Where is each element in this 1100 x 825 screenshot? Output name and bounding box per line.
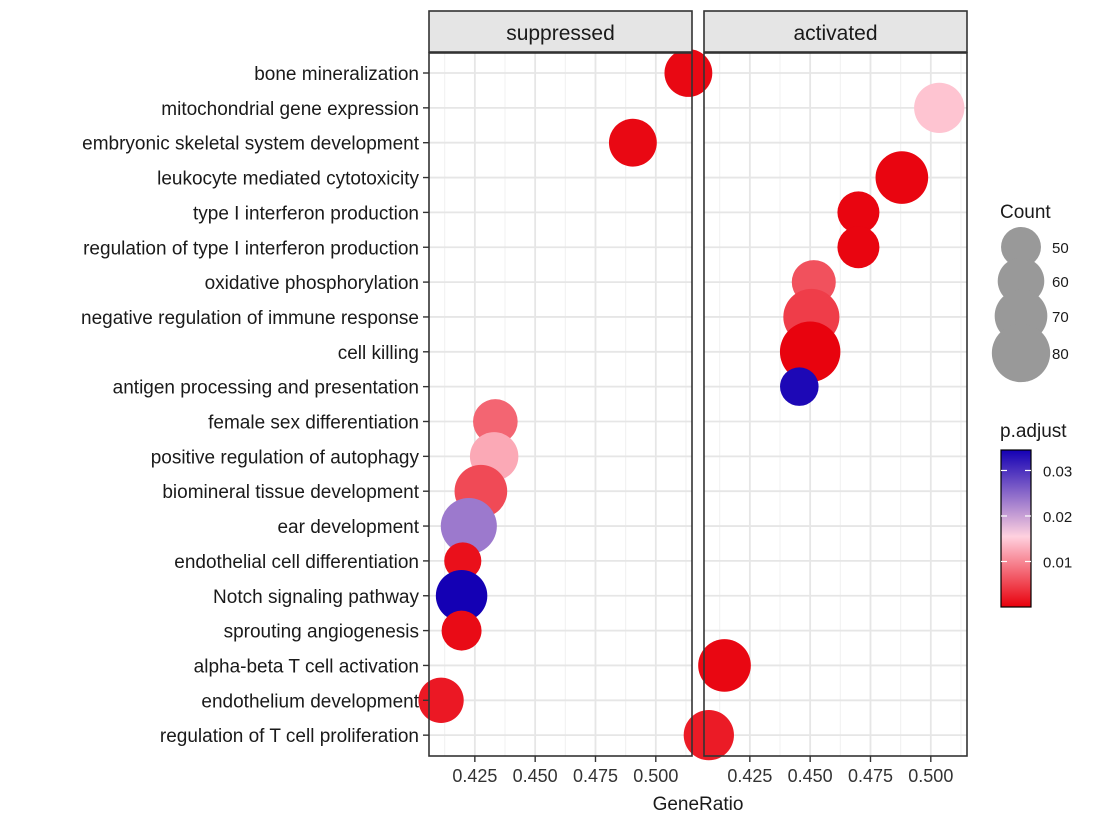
panel-suppressed (429, 53, 692, 756)
data-point (435, 570, 488, 622)
size-legend-label: 60 (1052, 274, 1069, 291)
data-point (683, 710, 734, 761)
size-legend-label: 80 (1052, 346, 1069, 363)
data-point (608, 118, 657, 167)
data-point (473, 399, 518, 444)
x-tick-label: 0.500 (633, 766, 678, 786)
data-point (914, 82, 965, 133)
y-tick-label: mitochondrial gene expression (161, 99, 419, 120)
x-tick-label: 0.450 (513, 766, 558, 786)
strip-suppressed (428, 10, 693, 53)
y-tick-label: biomineral tissue development (162, 482, 419, 503)
data-point (698, 639, 751, 692)
y-tick-label: female sex differentiation (208, 413, 419, 434)
strip-label-suppressed: suppressed (506, 22, 615, 45)
y-tick-label: positive regulation of autophagy (151, 447, 420, 468)
x-tick-label: 0.425 (727, 766, 772, 786)
y-tick-label: regulation of T cell proliferation (160, 726, 419, 747)
y-tick-label: type I interferon production (193, 203, 419, 224)
y-axis-labels: bone mineralization mitochondrial gene ex… (81, 64, 429, 747)
size-legend-label: 50 (1052, 240, 1069, 257)
y-tick-label: sprouting angiogenesis (224, 622, 419, 643)
y-tick-label: antigen processing and presentation (113, 378, 419, 399)
y-tick-label: oxidative phosphorylation (205, 273, 419, 294)
data-point (440, 498, 497, 555)
y-tick-label: regulation of type I interferon producti… (83, 238, 419, 259)
x-tick-label: 0.475 (848, 766, 893, 786)
point-layer (418, 49, 965, 761)
y-tick-label: embryonic skeletal system development (82, 134, 420, 155)
y-tick-label: ear development (277, 517, 419, 538)
size-legend: Count 50 60 70 80 (991, 202, 1069, 383)
data-point (837, 226, 880, 269)
color-legend-title: p.adjust (1000, 421, 1067, 442)
y-tick-label: endothelium development (201, 691, 419, 712)
data-point (444, 542, 482, 580)
color-legend-label: 0.02 (1043, 509, 1072, 526)
strip-activated (703, 10, 968, 53)
size-legend-label: 70 (1052, 309, 1069, 326)
x-tick-label: 0.500 (908, 766, 953, 786)
data-point (780, 367, 819, 406)
color-legend: p.adjust 0.01 0.02 0.03 (1000, 421, 1072, 608)
y-tick-label: leukocyte mediated cytotoxicity (157, 169, 419, 190)
size-legend-title: Count (1000, 202, 1051, 223)
color-legend-label: 0.03 (1043, 463, 1072, 480)
x-tick-label: 0.475 (573, 766, 618, 786)
y-tick-label: cell killing (338, 343, 419, 364)
y-tick-label: Notch signaling pathway (213, 587, 419, 608)
x-tick-label: 0.425 (452, 766, 497, 786)
strip-label-activated: activated (793, 22, 877, 45)
data-point (779, 321, 841, 383)
size-legend-key (991, 323, 1051, 383)
grid-layer (429, 53, 967, 756)
x-axis-title: GeneRatio (653, 794, 744, 815)
x-axis: 0.425 0.450 0.475 0.500 0.425 0.450 0.475 0.500 (452, 756, 953, 786)
color-legend-bar (1000, 449, 1032, 608)
panel-suppressed-border (428, 52, 693, 757)
data-point (441, 610, 482, 651)
color-legend-label: 0.01 (1043, 554, 1072, 571)
data-point (837, 191, 880, 234)
data-point (875, 151, 929, 204)
data-point (664, 49, 713, 97)
y-tick-label: endothelial cell differentiation (174, 552, 419, 573)
panel-activated-border (703, 52, 968, 757)
size-legend-key (1001, 227, 1041, 267)
y-tick-label: negative regulation of immune response (81, 308, 419, 329)
x-tick-label: 0.450 (788, 766, 833, 786)
y-tick-label: bone mineralization (254, 64, 419, 85)
y-tick-label: alpha-beta T cell activation (194, 656, 419, 677)
